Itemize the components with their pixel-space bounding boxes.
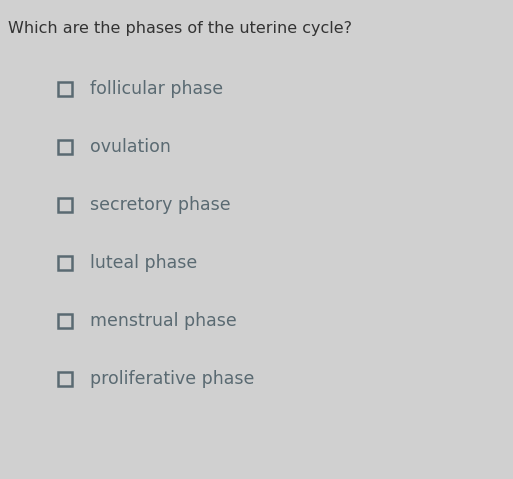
- Text: proliferative phase: proliferative phase: [90, 370, 254, 388]
- Bar: [58, 314, 72, 328]
- Text: ovulation: ovulation: [90, 138, 171, 156]
- Bar: [58, 140, 72, 154]
- Text: menstrual phase: menstrual phase: [90, 312, 237, 330]
- Text: follicular phase: follicular phase: [90, 80, 223, 98]
- Bar: [58, 198, 72, 212]
- Bar: [58, 372, 72, 386]
- Text: secretory phase: secretory phase: [90, 196, 231, 214]
- Bar: [58, 256, 72, 270]
- Bar: [58, 82, 72, 96]
- Text: luteal phase: luteal phase: [90, 254, 198, 272]
- Text: Which are the phases of the uterine cycle?: Which are the phases of the uterine cycl…: [8, 21, 352, 36]
